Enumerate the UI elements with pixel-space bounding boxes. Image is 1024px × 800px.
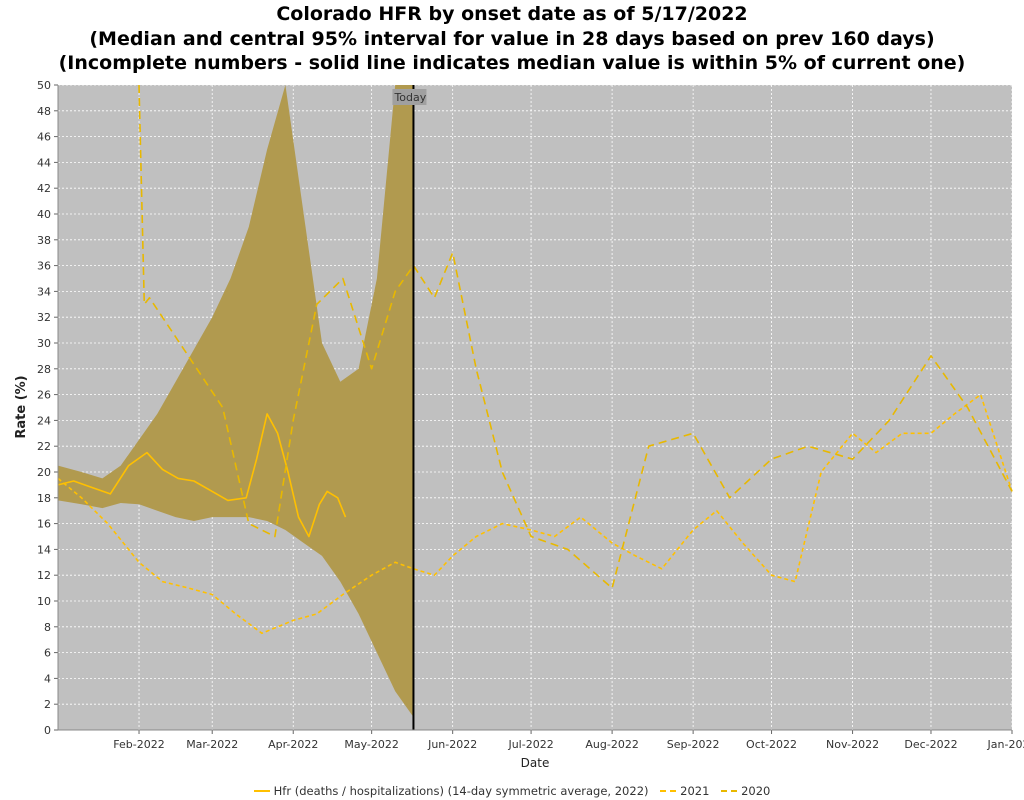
- gridlines: [58, 84, 1013, 731]
- legend-swatch-2020: [721, 790, 738, 792]
- y-tick-label: 32: [37, 311, 51, 324]
- legend-item-2022: Hfr (deaths / hospitalizations) (14-day …: [253, 784, 649, 798]
- x-tick-label: Feb-2022: [113, 738, 164, 751]
- legend-swatch-2022: [253, 790, 270, 792]
- title-line-3: (Incomplete numbers - solid line indicat…: [58, 52, 966, 74]
- y-tick-label: 42: [37, 182, 51, 195]
- y-axis-label: Rate (%): [14, 375, 29, 438]
- x-tick-label: May-2022: [344, 738, 399, 751]
- y-tick-label: 6: [44, 647, 51, 660]
- y-tick-label: 22: [37, 440, 51, 453]
- title-line-1: Colorado HFR by onset date as of 5/17/20…: [276, 3, 748, 25]
- y-tick-label: 14: [37, 543, 51, 556]
- x-tick-label: Jul-2022: [507, 738, 553, 751]
- y-tick-label: 2: [44, 698, 51, 711]
- x-tick-label: Sep-2022: [667, 738, 720, 751]
- x-tick-label: Jun-2022: [427, 738, 477, 751]
- x-axis: Feb-2022 Mar-2022 Apr-2022 May-2022 Jun-2022…: [58, 729, 1024, 751]
- x-tick-label: Apr-2022: [268, 738, 318, 751]
- chart-title: Colorado HFR by onset date as of 5/17/20…: [0, 2, 1024, 76]
- today-label-bg: [392, 89, 427, 105]
- title-line-2: (Median and central 95% interval for val…: [89, 27, 935, 50]
- y-tick-label: 34: [37, 285, 51, 298]
- y-tick-label: 40: [37, 208, 51, 221]
- y-tick-label: 50: [37, 79, 51, 92]
- legend-label-2021: 2021: [680, 784, 710, 798]
- y-tick-label: 46: [37, 131, 51, 144]
- y-tick-label: 24: [37, 414, 51, 427]
- y-tick-label: 18: [37, 492, 51, 505]
- y-tick-label: 26: [37, 389, 51, 402]
- x-tick-label: Jan-2023: [987, 738, 1024, 751]
- series-lines: [57, 84, 1013, 635]
- y-tick-label: 10: [37, 595, 51, 608]
- x-tick-label: Nov-2022: [826, 738, 879, 751]
- y-tick-label: 0: [44, 724, 51, 737]
- x-tick-label: Aug-2022: [585, 738, 638, 751]
- y-tick-label: 12: [37, 569, 51, 582]
- legend-swatch-2021: [660, 790, 677, 792]
- y-tick-label: 4: [44, 672, 51, 685]
- legend-label-2022: Hfr (deaths / hospitalizations) (14-day …: [273, 784, 649, 798]
- x-tick-label: Oct-2022: [746, 738, 797, 751]
- today-annotation: Today: [392, 89, 427, 105]
- series-line-2022: [57, 413, 347, 538]
- y-tick-label: 8: [44, 621, 51, 634]
- y-tick-label: 30: [37, 337, 51, 350]
- y-axis: 0246810121416182022242628303234363840424…: [37, 79, 59, 737]
- y-tick-label: 16: [37, 518, 51, 531]
- legend-label-2020: 2020: [741, 784, 771, 798]
- legend: Hfr (deaths / hospitalizations) (14-day …: [0, 781, 1024, 798]
- y-tick-label: 28: [37, 363, 51, 376]
- y-tick-label: 36: [37, 260, 51, 273]
- x-axis-label: Date: [521, 756, 550, 770]
- series-line-2021: [57, 393, 1013, 635]
- y-tick-label: 38: [37, 234, 51, 247]
- y-tick-label: 20: [37, 466, 51, 479]
- y-tick-label: 48: [37, 105, 51, 118]
- x-tick-label: Mar-2022: [186, 738, 238, 751]
- interval-band: [58, 85, 414, 718]
- series-line-2020: [138, 84, 1013, 589]
- x-tick-label: Dec-2022: [904, 738, 957, 751]
- y-tick-label: 44: [37, 156, 51, 169]
- today-label: Today: [393, 91, 426, 104]
- legend-item-2020: 2020: [721, 784, 770, 798]
- legend-item-2021: 2021: [660, 784, 709, 798]
